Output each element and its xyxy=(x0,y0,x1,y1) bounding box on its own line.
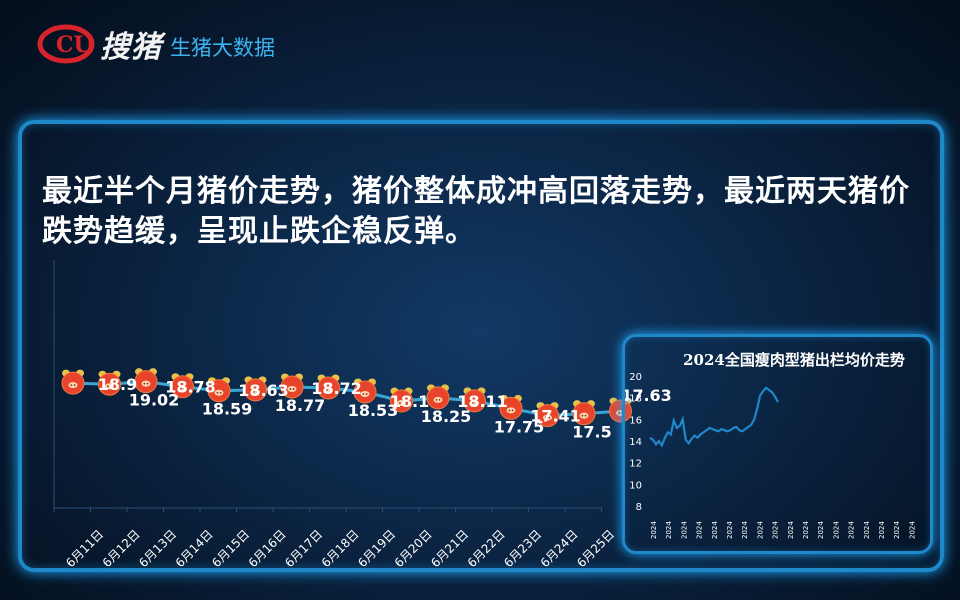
data-label: 18.63 xyxy=(238,381,289,400)
svg-text:CU: CU xyxy=(56,32,93,58)
x-axis-label: 6月18日 xyxy=(319,527,362,570)
inset-title: 2024全国瘦肉型猪出栏均价走势 xyxy=(683,351,905,369)
inset-x-ticks: 2024 2024 2024 2024 2024 2024 2024 2024 2024 2024… xyxy=(650,521,916,539)
yearly-price-line xyxy=(649,386,779,448)
inset-x-tick: 2024 xyxy=(848,521,856,539)
x-axis-label: 6月16日 xyxy=(246,527,289,570)
pig-marker xyxy=(390,387,413,413)
x-axis-label: 6月25日 xyxy=(574,527,617,570)
x-axis-label: 6月21日 xyxy=(428,527,471,570)
data-label: 18.9 xyxy=(98,375,137,394)
pig-marker xyxy=(61,369,85,395)
inset-y-tick: 18 xyxy=(629,394,642,405)
inset-x-tick: 2024 xyxy=(726,521,734,539)
x-axis-label: 6月20日 xyxy=(392,527,435,570)
x-axis-label: 6月12日 xyxy=(100,527,143,570)
data-label: 18.77 xyxy=(275,396,326,415)
inset-x-tick: 2024 xyxy=(893,521,901,539)
pig-marker xyxy=(426,384,450,410)
content-panel xyxy=(18,120,944,572)
data-label: 18.59 xyxy=(202,400,253,419)
data-label: 17.75 xyxy=(494,417,545,436)
inset-x-tick: 2024 xyxy=(741,521,749,539)
x-axis-labels: 6月11日6月12日6月13日6月14日6月15日6月16日6月17日6月18日… xyxy=(63,527,617,570)
inset-x-tick: 2024 xyxy=(878,521,886,539)
inset-y-ticks: 8 10 12 14 16 18 20 xyxy=(629,372,642,513)
data-label: 17.5 xyxy=(572,423,611,442)
pig-marker xyxy=(171,373,194,399)
data-label: 18.53 xyxy=(348,401,399,420)
inset-x-tick: 2024 xyxy=(650,521,658,539)
price-line xyxy=(72,380,621,418)
brand-name: 搜猪 xyxy=(100,30,162,65)
data-label: 18.72 xyxy=(311,379,362,398)
pig-marker xyxy=(499,394,523,420)
inset-y-tick: 12 xyxy=(629,459,642,470)
headline-text: 最近半个月猪价走势，猪价整体成冲高回落走势，最近两天猪价跌势趋缓，呈现止跌企稳反… xyxy=(42,174,910,249)
inset-x-tick: 2024 xyxy=(772,521,780,539)
pig-marker xyxy=(353,378,377,404)
x-axis-label: 6月22日 xyxy=(465,527,508,570)
inset-x-tick: 2024 xyxy=(832,521,840,539)
brand-logo: CU 搜猪 生猪大数据 xyxy=(36,22,275,66)
inset-y-tick: 14 xyxy=(629,437,642,448)
inset-x-tick: 2024 xyxy=(908,521,916,539)
inset-y-tick: 20 xyxy=(629,372,642,383)
data-label: 17.63 xyxy=(621,386,672,405)
data-label: 18.11 xyxy=(457,392,508,411)
pig-marker xyxy=(134,368,158,394)
x-axis-label: 6月15日 xyxy=(209,527,252,570)
inset-x-tick: 2024 xyxy=(756,521,764,539)
inset-x-tick: 2024 xyxy=(787,521,795,539)
pig-marker xyxy=(244,376,267,402)
inset-y-tick: 10 xyxy=(629,480,642,491)
pig-marker xyxy=(536,402,559,428)
x-axis-label: 6月14日 xyxy=(173,527,216,570)
x-axis-label: 6月11日 xyxy=(63,527,106,570)
pig-marker xyxy=(463,387,486,413)
inset-x-tick: 2024 xyxy=(680,521,688,539)
inset-panel xyxy=(622,334,933,554)
data-labels: 18.919.0218.7818.5918.6318.7718.7218.531… xyxy=(98,375,672,441)
inset-x-tick: 2024 xyxy=(665,521,673,539)
pig-marker xyxy=(317,374,340,400)
pig-marker xyxy=(572,400,596,426)
inset-x-tick: 2024 xyxy=(802,521,810,539)
inset-x-tick: 2024 xyxy=(817,521,825,539)
price-markers xyxy=(61,368,632,428)
x-axis-label: 6月17日 xyxy=(282,527,325,570)
inset-x-tick: 2024 xyxy=(696,521,704,539)
inset-x-tick: 2024 xyxy=(711,521,719,539)
x-axis-label: 6月19日 xyxy=(355,527,398,570)
x-axis-label: 6月24日 xyxy=(538,527,581,570)
inset-x-tick: 2024 xyxy=(863,521,871,539)
x-axis-label: 6月23日 xyxy=(501,527,544,570)
data-label: 18.78 xyxy=(165,378,216,397)
pig-marker xyxy=(98,370,121,396)
brand-mark-icon: CU xyxy=(37,24,95,64)
price-trend-chart: 18.919.0218.7818.5918.6318.7718.7218.531… xyxy=(53,260,672,570)
data-label: 19.02 xyxy=(129,391,180,410)
x-axis-label: 6月13日 xyxy=(136,527,179,570)
main-axes xyxy=(53,260,602,512)
brand-subtitle: 生猪大数据 xyxy=(170,36,275,60)
data-label: 18.1 xyxy=(390,392,429,411)
pig-marker xyxy=(207,377,231,403)
data-label: 17.41 xyxy=(530,407,581,426)
pig-marker xyxy=(280,373,304,399)
inset-y-tick: 16 xyxy=(629,415,642,426)
data-label: 18.25 xyxy=(421,407,472,426)
inset-y-tick: 8 xyxy=(636,502,642,513)
